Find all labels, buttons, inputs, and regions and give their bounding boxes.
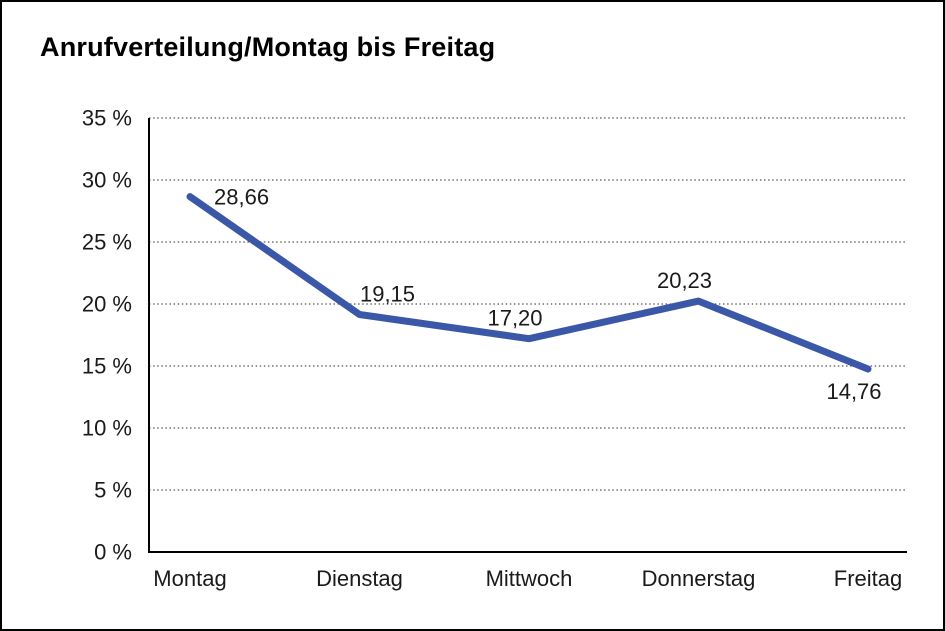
y-tick-label: 25 %	[82, 230, 132, 255]
x-category-label: Dienstag	[316, 566, 403, 591]
y-tick-label: 30 %	[82, 168, 132, 193]
data-point-label: 20,23	[657, 268, 712, 293]
x-category-label: Donnerstag	[642, 566, 756, 591]
data-point-label: 14,76	[826, 379, 881, 404]
x-category-label: Mittwoch	[486, 566, 573, 591]
x-category-label: Montag	[153, 566, 226, 591]
y-tick-label: 35 %	[82, 106, 132, 131]
y-tick-label: 15 %	[82, 354, 132, 379]
y-tick-label: 20 %	[82, 292, 132, 317]
y-tick-label: 0 %	[94, 540, 132, 565]
data-point-label: 28,66	[214, 185, 269, 210]
x-category-label: Freitag	[834, 566, 902, 591]
data-point-label: 19,15	[360, 282, 415, 307]
y-tick-label: 10 %	[82, 416, 132, 441]
data-point-label: 17,20	[487, 306, 542, 331]
data-line-series	[186, 193, 872, 373]
y-tick-label: 5 %	[94, 478, 132, 503]
chart-title: Anrufverteilung/Montag bis Freitag	[40, 32, 496, 62]
